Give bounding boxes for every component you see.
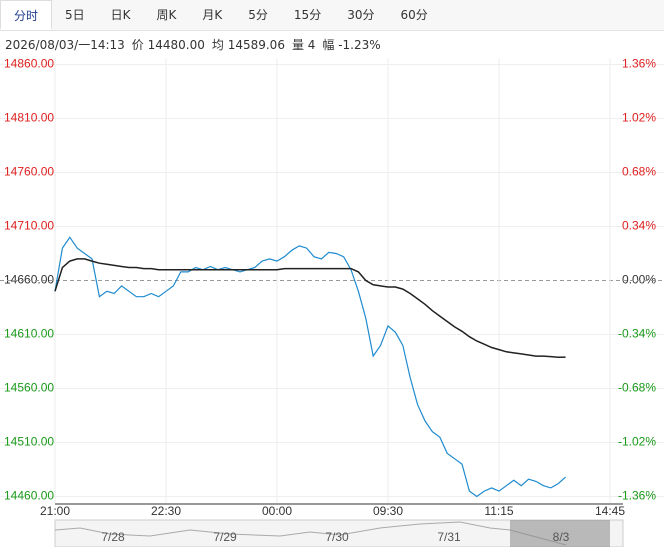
- y2-tick-label: -0.68%: [618, 381, 656, 395]
- y2-tick-label: -1.02%: [618, 435, 656, 449]
- info-line: 2026/08/03/一14:13 价 14480.00 均 14589.06 量 4…: [5, 36, 381, 53]
- y2-tick-label: -1.36%: [618, 489, 656, 503]
- tab[interactable]: 月K: [202, 8, 223, 22]
- y-tick-label: 14810.00: [4, 111, 54, 125]
- tab[interactable]: 15分: [293, 8, 322, 22]
- info-item: 幅 -1.23%: [322, 38, 381, 52]
- x-tick-label: 00:00: [262, 504, 292, 518]
- tab[interactable]: 60分: [400, 8, 428, 22]
- info-item: 均 14589.06: [211, 38, 285, 52]
- tab-bar: 分时 5日 日K 周K 月K 5分 15分 30分 60分: [0, 0, 664, 31]
- navigator-label: 7/31: [437, 530, 461, 544]
- x-tick-label: 22:30: [151, 504, 181, 518]
- info-item: 价 14480.00: [131, 38, 205, 52]
- series-line: [54, 258, 566, 358]
- tab[interactable]: 日K: [110, 8, 131, 22]
- navigator-label: 7/28: [101, 530, 125, 544]
- navigator-label: 8/3: [553, 530, 570, 544]
- tab[interactable]: 周K: [156, 8, 177, 22]
- y-tick-label: 14710.00: [4, 219, 54, 233]
- y-tick-label: 14660.00: [4, 273, 54, 287]
- tab[interactable]: 分时: [0, 0, 53, 30]
- x-tick-label: 14:45: [595, 504, 625, 518]
- tab[interactable]: 30分: [347, 8, 375, 22]
- navigator-line: [54, 521, 567, 546]
- y2-tick-label: -0.34%: [618, 327, 656, 341]
- y2-tick-label: 0.68%: [622, 165, 656, 179]
- tab[interactable]: 5分: [248, 8, 268, 22]
- x-tick-label: 09:30: [373, 504, 403, 518]
- x-tick-label: 11:15: [484, 504, 513, 518]
- navigator-label: 7/30: [325, 530, 349, 544]
- info-item: 2026/08/03/一14:13: [5, 38, 125, 52]
- navigator-label: 7/29: [213, 530, 237, 544]
- series-line: [54, 236, 566, 498]
- y2-tick-label: 0.00%: [622, 273, 656, 287]
- y-tick-label: 14460.00: [4, 489, 54, 503]
- navigator-window[interactable]: [510, 520, 610, 547]
- y2-tick-label: 1.02%: [622, 111, 656, 125]
- tab[interactable]: 5日: [65, 8, 85, 22]
- x-tick-label: 21:00: [40, 504, 70, 518]
- y-tick-label: 14760.00: [4, 165, 54, 179]
- y-tick-label: 14510.00: [4, 435, 54, 449]
- y-tick-label: 14610.00: [4, 327, 54, 341]
- y-tick-label: 14560.00: [4, 381, 54, 395]
- y2-tick-label: 1.36%: [622, 57, 656, 71]
- info-item: 量 4: [291, 38, 316, 52]
- y2-tick-label: 0.34%: [622, 219, 656, 233]
- y-tick-label: 14860.00: [4, 57, 54, 71]
